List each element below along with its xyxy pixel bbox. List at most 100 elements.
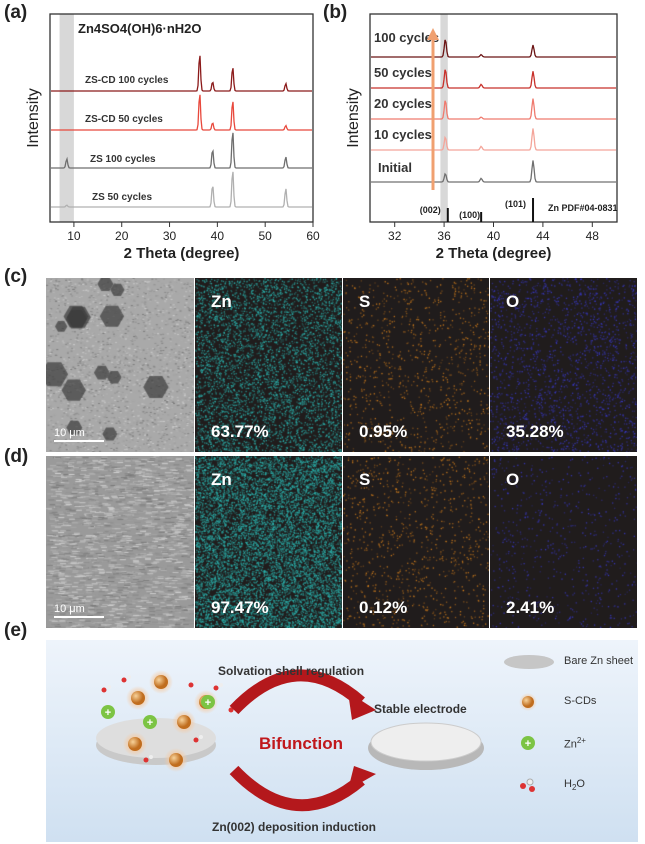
eds-map-c-s: S 0.95% — [343, 278, 489, 452]
x-axis-label: 2 Theta (degree) — [436, 245, 552, 262]
element-percentage: 0.12% — [359, 598, 407, 618]
legend-scd-icon — [522, 696, 534, 708]
water-o — [194, 738, 199, 743]
x-axis-label: 2 Theta (degree) — [124, 245, 240, 262]
reference-hkl-label: (100) — [459, 210, 480, 220]
water-h — [199, 735, 203, 739]
element-percentage: 63.77% — [211, 422, 269, 442]
scd-particle — [169, 753, 183, 767]
water-o — [189, 683, 194, 688]
plot-frame — [370, 14, 617, 222]
eds-map-c-o: O 35.28% — [490, 278, 637, 452]
element-percentage: 2.41% — [506, 598, 554, 618]
y-axis-label: Intensity — [345, 88, 362, 148]
series-label: 50 cycles — [374, 65, 432, 80]
scale-bar: 10 μm — [54, 603, 104, 618]
water-o — [144, 758, 149, 763]
schematic-panel: + + + + Solvation shell regulation Bifunct… — [46, 640, 638, 842]
panel-label-d: (d) — [4, 446, 28, 468]
phase-annotation: Zn4SO4(OH)6·nH2O — [78, 21, 202, 36]
scd-particle — [154, 675, 168, 689]
x-tick-label: 10 — [67, 229, 81, 243]
solvation-text: Solvation shell regulation — [218, 664, 364, 678]
scd-particle — [177, 715, 191, 729]
legend-water-icon — [520, 779, 535, 792]
x-tick-label: 40 — [211, 229, 225, 243]
x-tick-label: 36 — [437, 229, 451, 243]
element-label: Zn — [211, 470, 232, 490]
zn-charge: 2+ — [577, 736, 586, 745]
zn-ion-plus: + — [105, 707, 111, 719]
reference-hkl-label: (002) — [420, 205, 441, 215]
element-label: S — [359, 470, 370, 490]
panel-label-e: (e) — [4, 620, 27, 642]
bifunction-text: Bifunction — [259, 734, 343, 754]
series-label: ZS-CD 100 cycles — [85, 75, 169, 86]
sem-image-c: 10 μm — [46, 278, 194, 452]
x-tick-label: 20 — [115, 229, 129, 243]
y-axis-label: Intensity — [25, 88, 42, 148]
o-text: O — [576, 778, 585, 790]
zn-text: Zn — [564, 739, 577, 751]
element-label: S — [359, 292, 370, 312]
water-o — [122, 678, 127, 683]
top-arrow — [234, 675, 361, 710]
x-tick-label: 44 — [536, 229, 550, 243]
series-label: Initial — [378, 160, 412, 175]
xrd-chart-a: ZS-CD 100 cycles ZS-CD 50 cycles ZS 100 cy… — [0, 0, 325, 265]
zn-ion-plus: + — [205, 697, 211, 709]
element-percentage: 97.47% — [211, 598, 269, 618]
eds-map-d-s: S 0.12% — [343, 456, 489, 628]
series-label: ZS 50 cycles — [92, 192, 152, 203]
water-h — [149, 755, 153, 759]
x-tick-label: 30 — [163, 229, 177, 243]
highlight-band — [60, 14, 74, 222]
bottom-arrow — [234, 770, 361, 805]
zn-ion-plus: + — [147, 717, 153, 729]
reference-hkl-label: (101) — [505, 199, 526, 209]
sem-image-d: 10 μm — [46, 456, 194, 628]
x-tick-label: 48 — [586, 229, 600, 243]
water-h — [107, 685, 111, 689]
water-h — [127, 675, 131, 679]
stable-electrode-label: Stable electrode — [374, 702, 467, 716]
series-line — [51, 172, 312, 207]
water-h — [219, 683, 223, 687]
element-label: Zn — [211, 292, 232, 312]
element-percentage: 0.95% — [359, 422, 407, 442]
panel-label-c: (c) — [4, 266, 27, 288]
element-label: O — [506, 470, 519, 490]
water-o — [102, 688, 107, 693]
water-o — [214, 686, 219, 691]
h-text: H — [564, 778, 572, 790]
legend-zn-ion: Zn2+ — [564, 736, 586, 751]
svg-text:+: + — [525, 738, 531, 750]
scale-bar: 10 μm — [54, 427, 104, 442]
deposition-text: Zn(002) deposition induction — [212, 820, 376, 834]
xrd-chart-b: 100 cycles 50 cycles 20 cycles 10 cycles Ini… — [325, 0, 645, 265]
scale-bar-label: 10 μm — [54, 603, 85, 615]
legend-scd: S-CDs — [564, 695, 596, 707]
water-h — [194, 680, 198, 684]
series-label: 10 cycles — [374, 127, 432, 142]
legend-zn-sheet-icon — [504, 655, 554, 669]
x-tick-label: 60 — [306, 229, 320, 243]
legend-water: H2O — [564, 778, 585, 792]
x-tick-label: 40 — [487, 229, 501, 243]
scd-particle — [128, 737, 142, 751]
element-label: O — [506, 292, 519, 312]
scale-bar-label: 10 μm — [54, 427, 85, 439]
eds-map-d-zn: Zn 97.47% — [195, 456, 342, 628]
x-tick-label: 32 — [388, 229, 402, 243]
series-label: ZS-CD 50 cycles — [85, 114, 163, 125]
eds-map-c-zn: Zn 63.77% — [195, 278, 342, 452]
reference-name: Zn PDF#04-0831 — [548, 203, 618, 213]
legend-zn-sheet: Bare Zn sheet — [564, 655, 633, 667]
series-label: 20 cycles — [374, 96, 432, 111]
element-percentage: 35.28% — [506, 422, 564, 442]
x-tick-label: 50 — [259, 229, 273, 243]
series-label: ZS 100 cycles — [90, 154, 156, 165]
scd-particle — [131, 691, 145, 705]
eds-map-d-o: O 2.41% — [490, 456, 637, 628]
